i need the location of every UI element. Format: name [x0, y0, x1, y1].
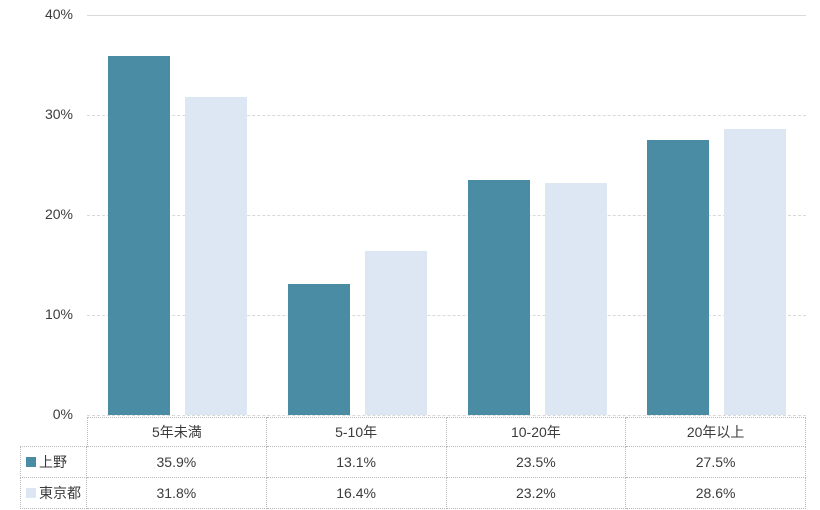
gridline	[87, 215, 806, 216]
bar-series1-cat3	[724, 129, 787, 415]
series-name-label: 上野	[39, 454, 67, 470]
legend-key-icon	[26, 488, 36, 498]
y-axis-tick-label: 40%	[44, 6, 73, 22]
value-cell-series1-cat1: 16.4%	[266, 478, 447, 509]
table-corner-empty-cell	[20, 417, 87, 447]
y-axis-tick-label: 10%	[44, 306, 73, 322]
gridline	[87, 415, 806, 416]
legend-cell-series0: 上野	[20, 447, 87, 478]
value-cell-series0-cat0: 35.9%	[87, 447, 267, 478]
category-header-cell: 10-20年	[446, 417, 627, 447]
value-cell-series1-cat3: 28.6%	[626, 478, 806, 509]
bar-series0-cat1	[287, 284, 350, 415]
value-cell-series0-cat3: 27.5%	[626, 447, 806, 478]
gridline	[87, 115, 806, 116]
value-cell-series0-cat1: 13.1%	[266, 447, 447, 478]
value-cell-series0-cat2: 23.5%	[446, 447, 627, 478]
category-header-cell: 20年以上	[626, 417, 806, 447]
y-axis-tick-label: 30%	[44, 106, 73, 122]
value-cell-series1-cat0: 31.8%	[87, 478, 267, 509]
gridline	[87, 15, 806, 16]
plot-area	[87, 15, 806, 416]
bar-series0-cat2	[467, 180, 530, 415]
bar-series1-cat1	[364, 251, 427, 415]
legend-key-icon	[26, 457, 36, 467]
bar-series1-cat2	[544, 183, 607, 415]
category-header-cell: 5-10年	[266, 417, 447, 447]
bar-series0-cat0	[108, 56, 170, 415]
legend-cell-series1: 東京都	[20, 478, 87, 509]
chart-data-table: 5年未満 5-10年 10-20年 20年以上上野 35.9% 13.1% 23.5% 27.…	[20, 417, 806, 509]
y-axis-tick-label: 0%	[52, 406, 73, 422]
category-header-cell: 5年未満	[87, 417, 267, 447]
gridline	[87, 315, 806, 316]
y-axis: 0% 10% 20% 30% 40%	[0, 6, 73, 422]
y-axis-tick-label: 20%	[44, 206, 73, 222]
bar-series1-cat0	[185, 97, 247, 415]
series-name-label: 東京都	[39, 485, 81, 501]
bar-series0-cat3	[647, 140, 710, 415]
value-cell-series1-cat2: 23.2%	[446, 478, 627, 509]
